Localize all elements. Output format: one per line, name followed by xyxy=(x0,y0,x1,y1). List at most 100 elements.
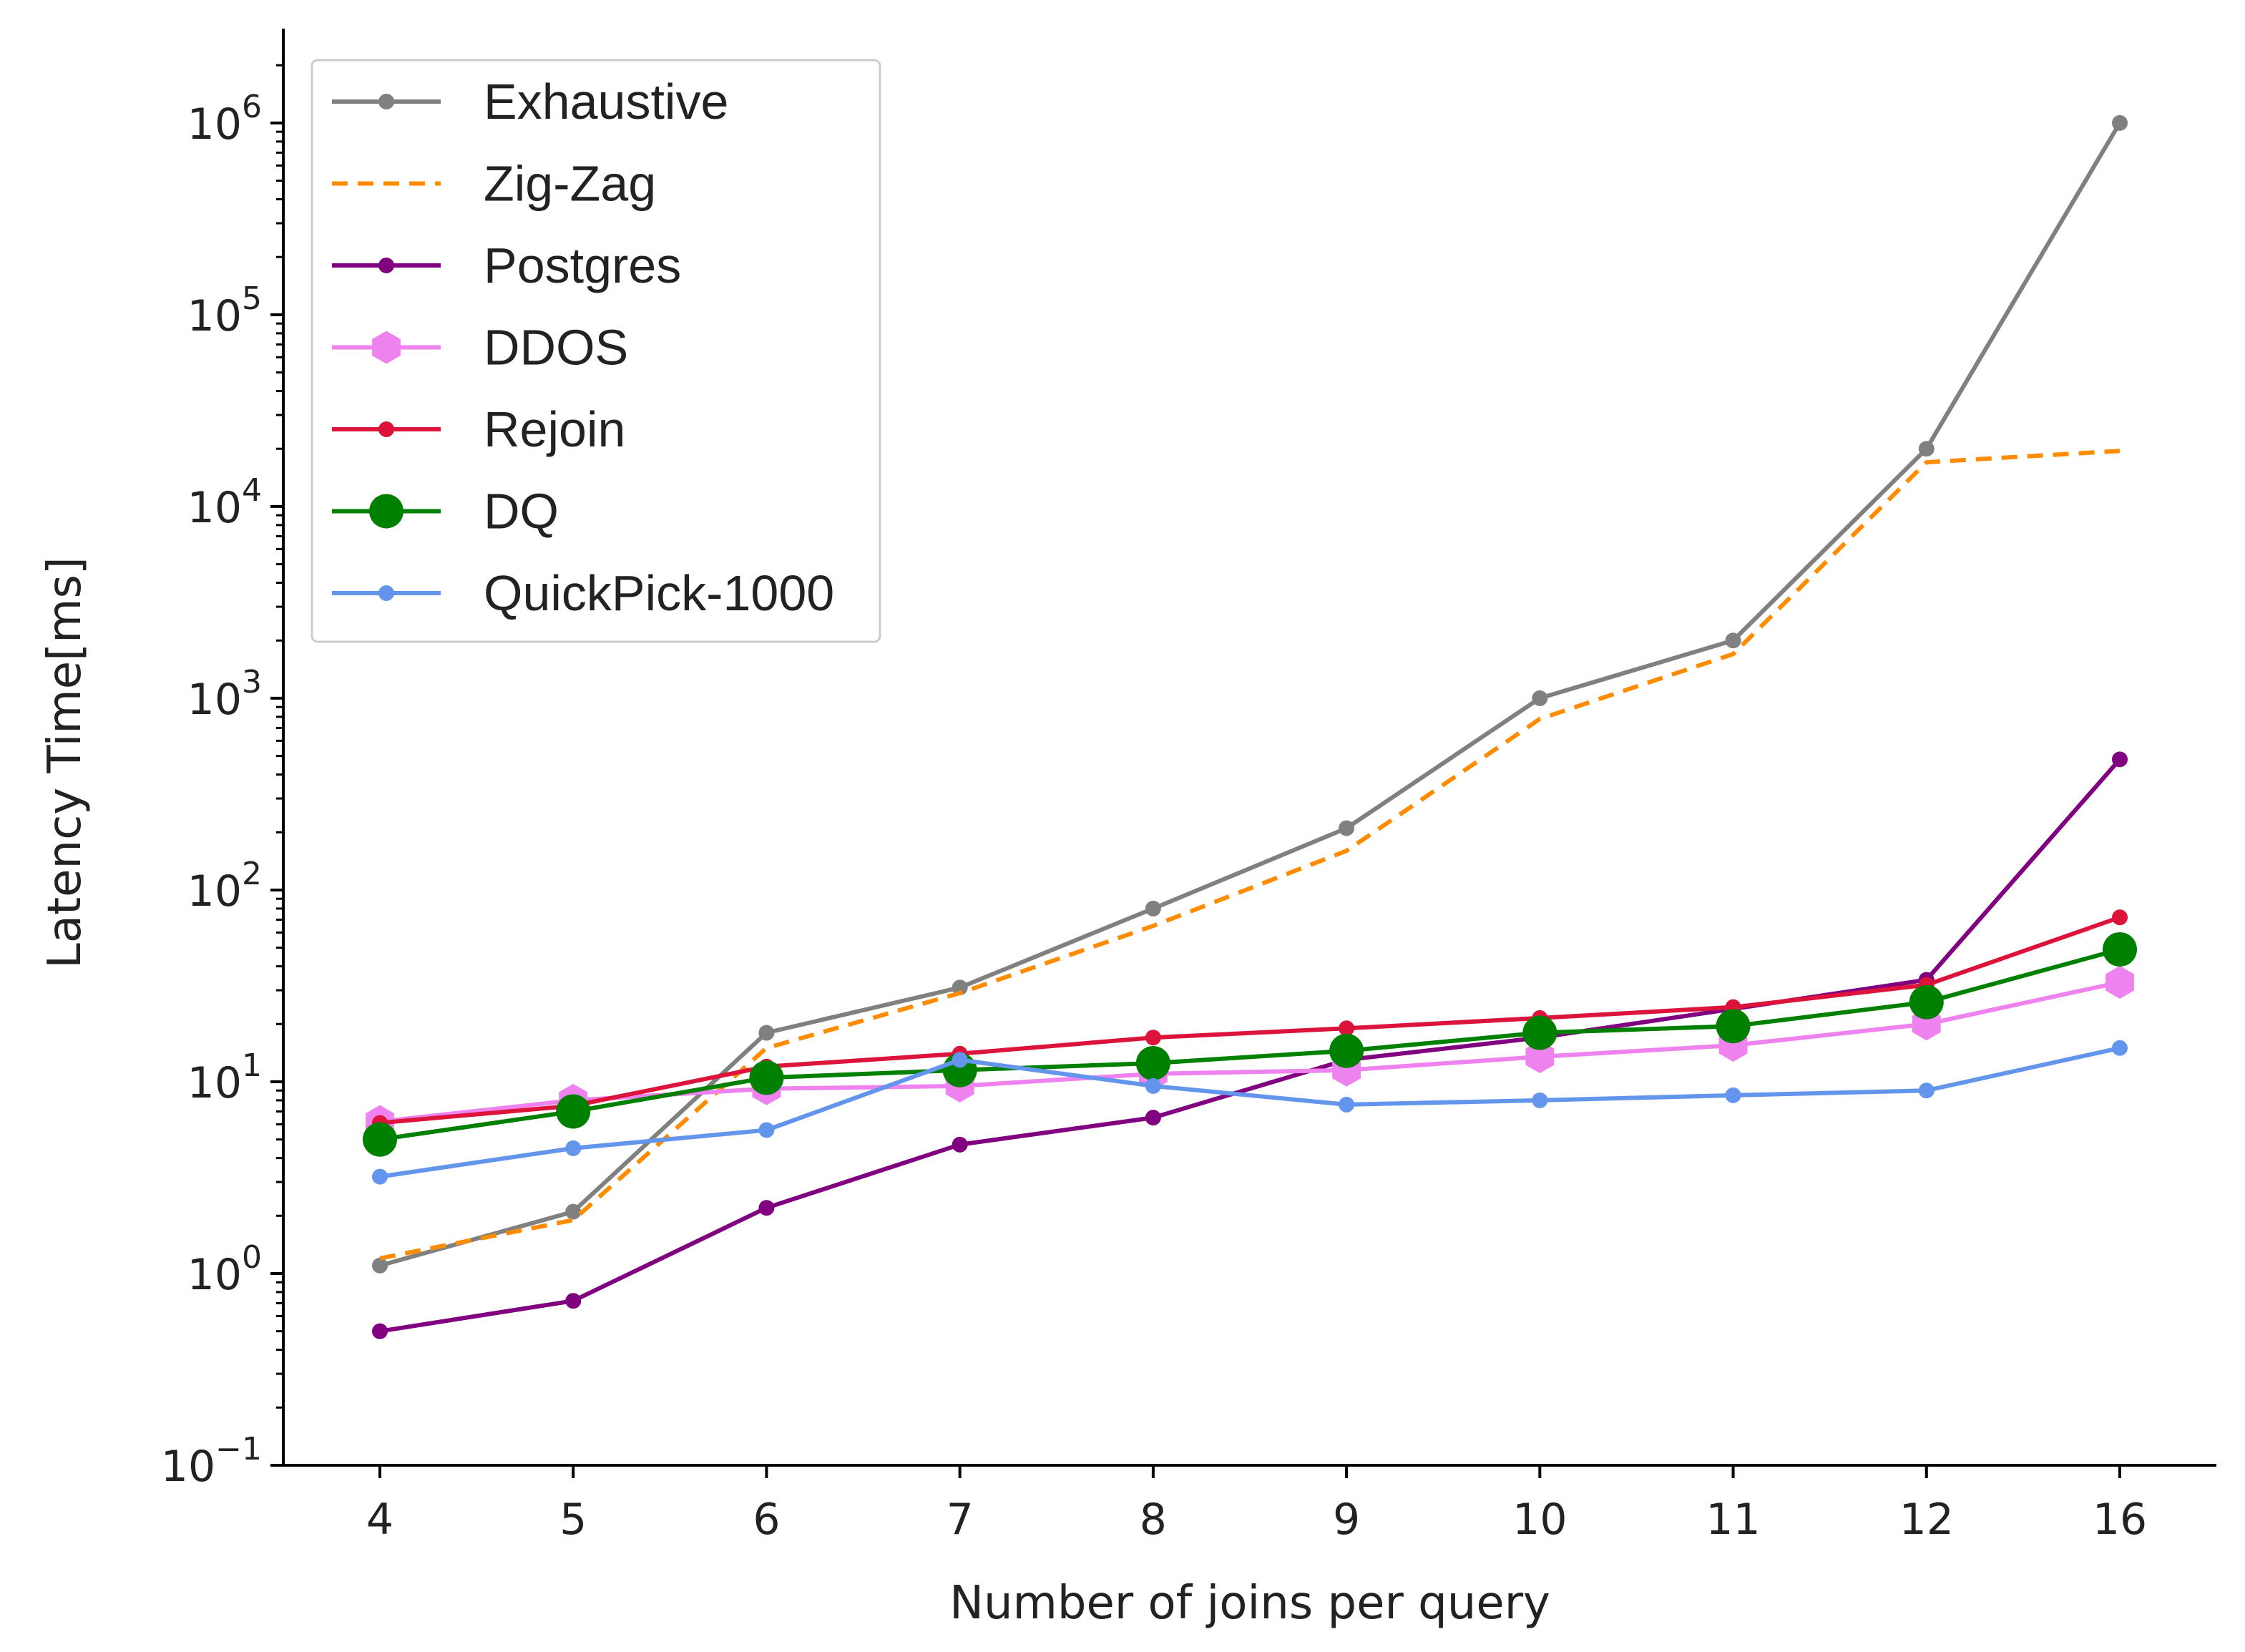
x-axis-title: Number of joins per query xyxy=(949,1577,1550,1630)
x-tick-label: 5 xyxy=(559,1495,587,1545)
legend-marker-rejoin xyxy=(378,421,394,437)
legend-label-postgres: Postgres xyxy=(484,238,681,293)
x-tick-label: 7 xyxy=(947,1495,974,1545)
data-point-postgres xyxy=(565,1293,582,1309)
legend-marker-dq xyxy=(369,494,403,529)
x-ticks: 4 5 6 7 8 9 10 11 12 16 xyxy=(366,1465,2147,1545)
data-point-rejoin xyxy=(2112,909,2128,926)
y-tick-label: 100 xyxy=(187,1239,262,1300)
series-layer xyxy=(363,114,2137,1339)
y-tick-label-base: 10 xyxy=(187,866,242,917)
legend-label-quickpick-1000: QuickPick-1000 xyxy=(484,565,834,621)
data-point-quickpick-1000 xyxy=(1725,1087,1741,1103)
data-point-postgres xyxy=(952,1136,968,1153)
y-tick-label-exponent: 2 xyxy=(242,856,262,892)
y-tick-label-exponent: 0 xyxy=(242,1239,262,1276)
y-tick-label: 106 xyxy=(187,89,262,150)
series-exhaustive xyxy=(372,114,2128,1274)
legend-item-exhaustive: Exhaustive xyxy=(332,74,728,129)
series-zig-zag xyxy=(379,449,2121,1261)
y-tick-label: 101 xyxy=(187,1047,262,1108)
data-point-exhaustive xyxy=(952,979,968,996)
legend-label-ddos: DDOS xyxy=(484,320,628,376)
data-point-exhaustive xyxy=(372,1257,388,1274)
x-tick-label: 16 xyxy=(2093,1495,2147,1545)
data-point-ddos xyxy=(1525,1040,1555,1073)
series-line-rejoin xyxy=(378,915,2122,1125)
legend-item-dq: DQ xyxy=(332,484,559,539)
y-tick-label-exponent: 3 xyxy=(242,664,262,700)
data-point-dq xyxy=(1716,1009,1751,1044)
y-tick-label-exponent: 1 xyxy=(242,1047,262,1084)
y-tick-label-base: 10 xyxy=(161,1442,215,1492)
data-point-exhaustive xyxy=(1918,441,1935,457)
legend: Exhaustive Zig-Zag Postgres DDOS Rejoin DQ Qui… xyxy=(310,59,881,643)
data-point-exhaustive xyxy=(2112,114,2128,131)
y-tick-label-base: 10 xyxy=(187,99,242,150)
data-point-ddos xyxy=(2105,966,2134,999)
legend-label-zig-zag: Zig-Zag xyxy=(484,156,656,212)
data-point-dq xyxy=(1329,1033,1364,1068)
x-tick-label: 6 xyxy=(753,1495,780,1545)
x-tick-label: 11 xyxy=(1706,1495,1760,1545)
data-point-exhaustive xyxy=(758,1025,775,1041)
y-tick-label: 103 xyxy=(187,664,262,725)
y-tick-label-exponent: 4 xyxy=(242,472,262,509)
data-point-exhaustive xyxy=(1339,820,1355,836)
series-line-zig-zag xyxy=(379,449,2121,1261)
data-point-dq xyxy=(1909,984,1944,1020)
legend-label-exhaustive: Exhaustive xyxy=(484,74,728,129)
data-point-quickpick-1000 xyxy=(952,1052,968,1068)
data-point-dq xyxy=(363,1122,397,1157)
data-point-quickpick-1000 xyxy=(1918,1082,1935,1099)
y-tick-label: 105 xyxy=(187,280,262,341)
data-point-exhaustive xyxy=(565,1203,582,1220)
legend-item-zig-zag: Zig-Zag xyxy=(332,156,656,212)
x-tick-label: 8 xyxy=(1140,1495,1167,1545)
data-point-exhaustive xyxy=(1532,690,1548,706)
x-tick-label: 10 xyxy=(1512,1495,1567,1545)
data-point-exhaustive xyxy=(1725,632,1741,649)
legend-item-ddos: DDOS xyxy=(332,320,628,376)
data-point-rejoin xyxy=(1339,1020,1355,1037)
legend-marker-postgres xyxy=(378,258,394,273)
data-point-exhaustive xyxy=(1145,900,1161,917)
series-dq xyxy=(363,932,2137,1157)
series-line-postgres xyxy=(378,757,2122,1334)
legend-marker-quickpick-1000 xyxy=(378,585,394,601)
data-point-dq xyxy=(749,1060,784,1095)
data-point-dq xyxy=(2103,932,2137,967)
data-point-quickpick-1000 xyxy=(372,1168,388,1185)
legend-marker-exhaustive xyxy=(378,94,394,109)
series-line-exhaustive xyxy=(378,120,2122,1268)
series-line-dq xyxy=(378,947,2122,1142)
data-point-dq xyxy=(556,1094,591,1129)
data-point-quickpick-1000 xyxy=(1339,1096,1355,1113)
legend-item-rejoin: Rejoin xyxy=(332,401,625,457)
x-tick-label: 12 xyxy=(1899,1495,1954,1545)
data-point-dq xyxy=(1522,1015,1557,1050)
y-tick-label-base: 10 xyxy=(187,1058,242,1108)
data-point-rejoin xyxy=(1145,1030,1161,1046)
y-axis-title: Latency Time[ms] xyxy=(39,557,92,969)
data-point-postgres xyxy=(372,1323,388,1339)
legend-item-quickpick-1000: QuickPick-1000 xyxy=(332,565,834,621)
data-point-quickpick-1000 xyxy=(1145,1077,1161,1094)
series-postgres xyxy=(372,751,2128,1339)
data-point-quickpick-1000 xyxy=(2112,1040,2128,1056)
series-quickpick-1000 xyxy=(372,1040,2128,1185)
legend-items: Exhaustive Zig-Zag Postgres DDOS Rejoin DQ Qui… xyxy=(332,74,834,621)
y-tick-label-exponent: 5 xyxy=(242,280,262,317)
data-point-postgres xyxy=(2112,751,2128,768)
data-point-dq xyxy=(1135,1045,1170,1080)
legend-item-postgres: Postgres xyxy=(332,238,681,293)
y-tick-label-base: 10 xyxy=(187,1250,242,1300)
data-point-quickpick-1000 xyxy=(565,1140,582,1156)
data-point-quickpick-1000 xyxy=(1532,1092,1548,1108)
y-tick-label-base: 10 xyxy=(187,675,242,725)
legend-label-rejoin: Rejoin xyxy=(484,401,625,457)
data-point-postgres xyxy=(1145,1110,1161,1126)
